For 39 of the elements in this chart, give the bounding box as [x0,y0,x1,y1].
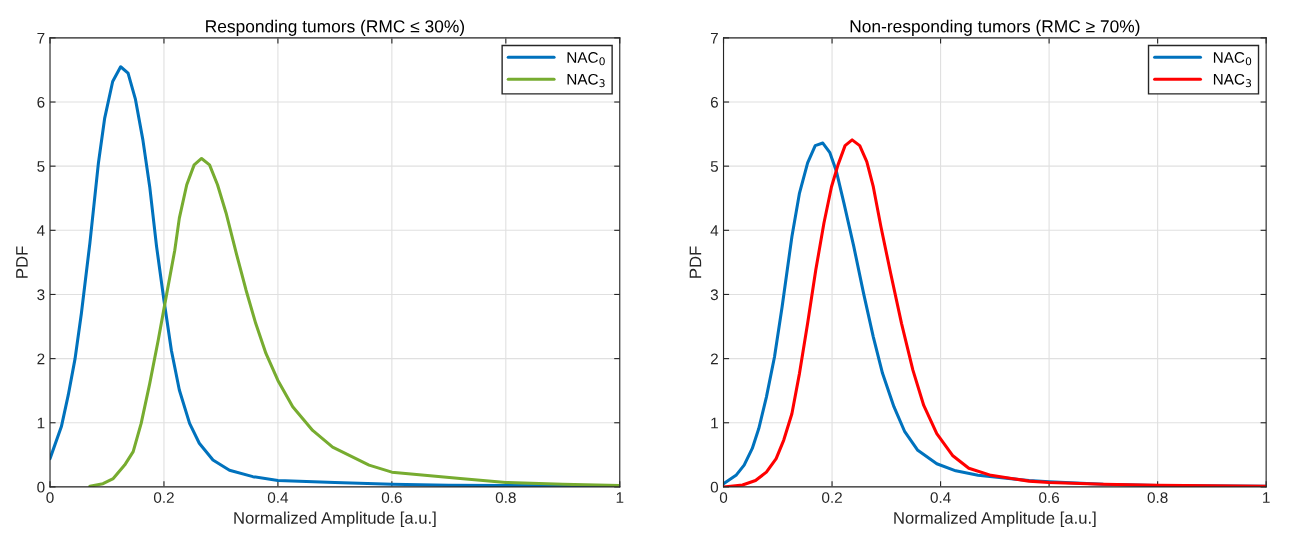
y-tick-label: 7 [710,32,718,44]
x-axis-title: Normalized Amplitude [a.u.] [894,511,1096,528]
x-tick-label: 0.4 [267,492,289,503]
x-tick-label: 0.8 [495,492,516,503]
y-tick-label: 1 [711,417,718,429]
line-series [88,156,620,487]
y-tick-label: 3 [710,289,718,301]
y-tick-label: 1 [37,417,45,429]
x-tick-label: 0 [719,492,728,503]
x-tick-label: 0.2 [822,492,842,503]
x-tick-label: 0.4 [930,492,951,503]
x-tick-label: 1 [1263,492,1270,503]
y-tick-label: 7 [37,32,45,44]
y-tick-label: 0 [37,481,45,493]
y-tick-label: 5 [37,161,45,172]
chart-title: Non-responding tumors (RMC ≥ 70%) [850,19,1140,36]
y-tick-label: 5 [710,161,719,172]
y-tick-label: 0 [710,481,719,493]
y-tick-label: 2 [710,353,718,365]
x-tick-label: 1 [616,492,624,503]
y-tick-label: 4 [710,225,719,236]
y-tick-label: 6 [37,96,45,108]
legend-label: NAC$_{3}$ [567,73,605,88]
y-axis-title: PDF [689,246,702,278]
y-tick-label: 3 [37,289,45,301]
y-axis-title: PDF [16,246,28,278]
x-tick-label: 0.6 [381,492,402,503]
chart-title: Responding tumors (RMC ≤ 30%) [206,19,465,36]
y-tick-label: 6 [710,96,718,108]
x-tick-label: 0.8 [1147,492,1168,503]
y-tick-label: 2 [37,353,45,365]
legend-label: NAC$_{3}$ [1213,73,1252,88]
x-tick-label: 0 [46,492,54,503]
legend-label: NAC$_{0}$ [1213,52,1252,66]
x-axis-title: Normalized Amplitude [a.u.] [234,511,436,528]
y-tick-label: 4 [36,225,45,236]
x-tick-label: 0.2 [153,492,174,503]
x-tick-label: 0.6 [1039,492,1060,503]
legend-label: NAC$_{0}$ [567,52,605,66]
